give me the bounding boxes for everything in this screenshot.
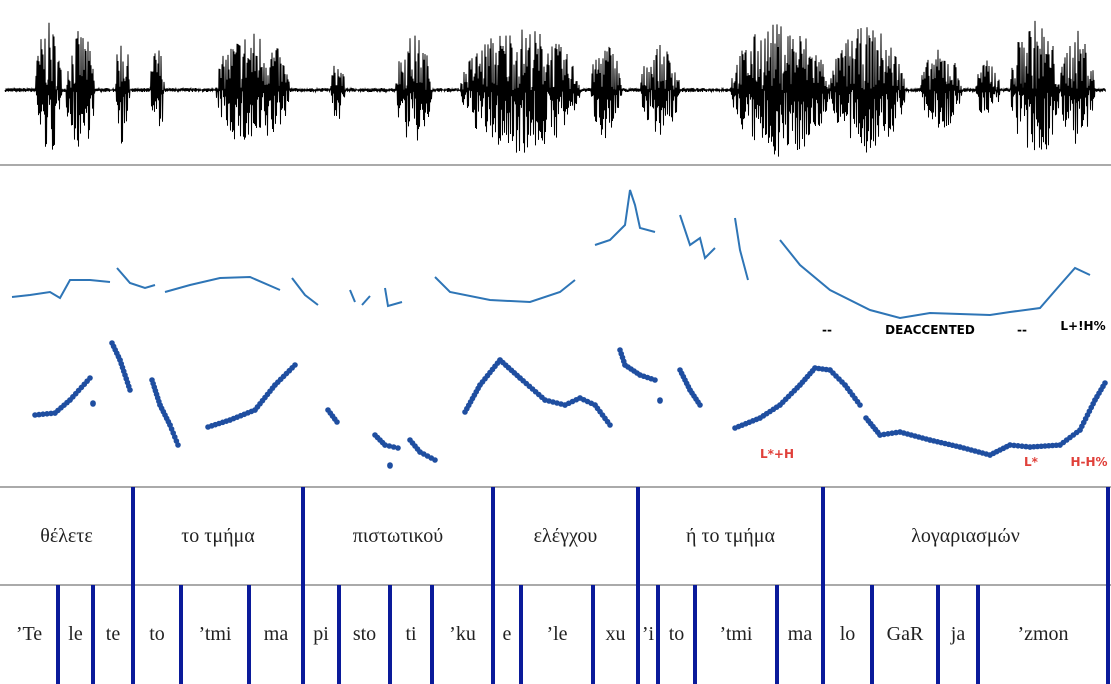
syllable-label: ma (264, 623, 289, 645)
pitch-segment (434, 276, 576, 304)
pitch-dot (657, 398, 663, 404)
annotation: DEACCENTED (885, 323, 975, 337)
word-label: το τμήμα (181, 525, 255, 547)
pitch-dot (90, 401, 96, 407)
pitch-segment (734, 217, 749, 281)
pitch-dot (607, 422, 613, 428)
pitch-dot (334, 419, 340, 425)
syllable-label: ’le (546, 623, 567, 645)
syllable-label: pi (313, 623, 329, 645)
pitch-dot (87, 375, 93, 381)
syllable-label: te (106, 623, 121, 645)
pitch-dot (697, 402, 703, 408)
syllable-label: lo (840, 623, 856, 645)
stylized-pitch (32, 340, 1108, 469)
tiers: θέλετε το τμήμα πιστωτικού ελέγχου ή το τμήμ… (16, 487, 1110, 684)
syllable-label: ja (950, 623, 966, 645)
syllable-label: ’tmi (199, 623, 232, 645)
annotation: H-H% (1070, 455, 1107, 469)
pitch-segment (779, 239, 1091, 320)
pitch-dot (292, 362, 298, 368)
syllable-label: ’zmon (1017, 623, 1068, 645)
syllable-label: e (503, 623, 512, 645)
pitch-segment (164, 275, 281, 293)
pitch-dot (387, 463, 393, 469)
pitch-segment (349, 289, 356, 303)
word-label: ή το τμήμα (686, 525, 775, 547)
syllable-label: ’tmi (720, 623, 753, 645)
pitch-segment (384, 287, 403, 308)
pitch-dot (127, 387, 133, 393)
pitch-segment (291, 277, 319, 306)
annotation: -- (1017, 323, 1027, 337)
pitch-segment (11, 279, 111, 300)
syllable-label: ’Te (16, 623, 42, 645)
pitch-dot (652, 377, 658, 383)
syllable-label: to (669, 623, 685, 645)
word-label: ελέγχου (534, 525, 598, 547)
pitch-segment (594, 189, 656, 246)
word-label: πιστωτικού (353, 525, 444, 547)
pitch-dot (382, 442, 388, 448)
waveform (4, 20, 1106, 157)
waveform-path (4, 20, 1106, 157)
pitch-dot (390, 444, 397, 450)
syllable-label: sto (353, 623, 376, 645)
syllable-label: to (149, 623, 165, 645)
pitch-dot (386, 443, 393, 449)
pitch-dot (175, 442, 181, 448)
pitch-dot (857, 402, 863, 408)
pitch-contour (11, 189, 1091, 320)
word-label: θέλετε (40, 525, 93, 547)
pitch-dot (1102, 380, 1108, 386)
syllable-label: ti (405, 623, 417, 645)
pitch-dot (395, 445, 401, 451)
syllable-label: ’ku (449, 623, 476, 645)
syllable-label: ’i (642, 623, 655, 645)
pitch-dot (432, 457, 438, 463)
syllable-label: GaR (887, 623, 924, 645)
syllable-label: ma (788, 623, 813, 645)
syllable-label: xu (606, 623, 626, 645)
pitch-segment (116, 267, 156, 290)
annotation: -- (822, 323, 832, 337)
annotation: L*+H (760, 447, 794, 461)
word-label: λογαριασμών (911, 525, 1020, 547)
annotation: L* (1024, 455, 1039, 469)
pitch-segment (361, 295, 371, 306)
syllable-label: le (68, 623, 83, 645)
annotation: L+!H% (1060, 319, 1105, 333)
pitch-segment (679, 214, 716, 260)
